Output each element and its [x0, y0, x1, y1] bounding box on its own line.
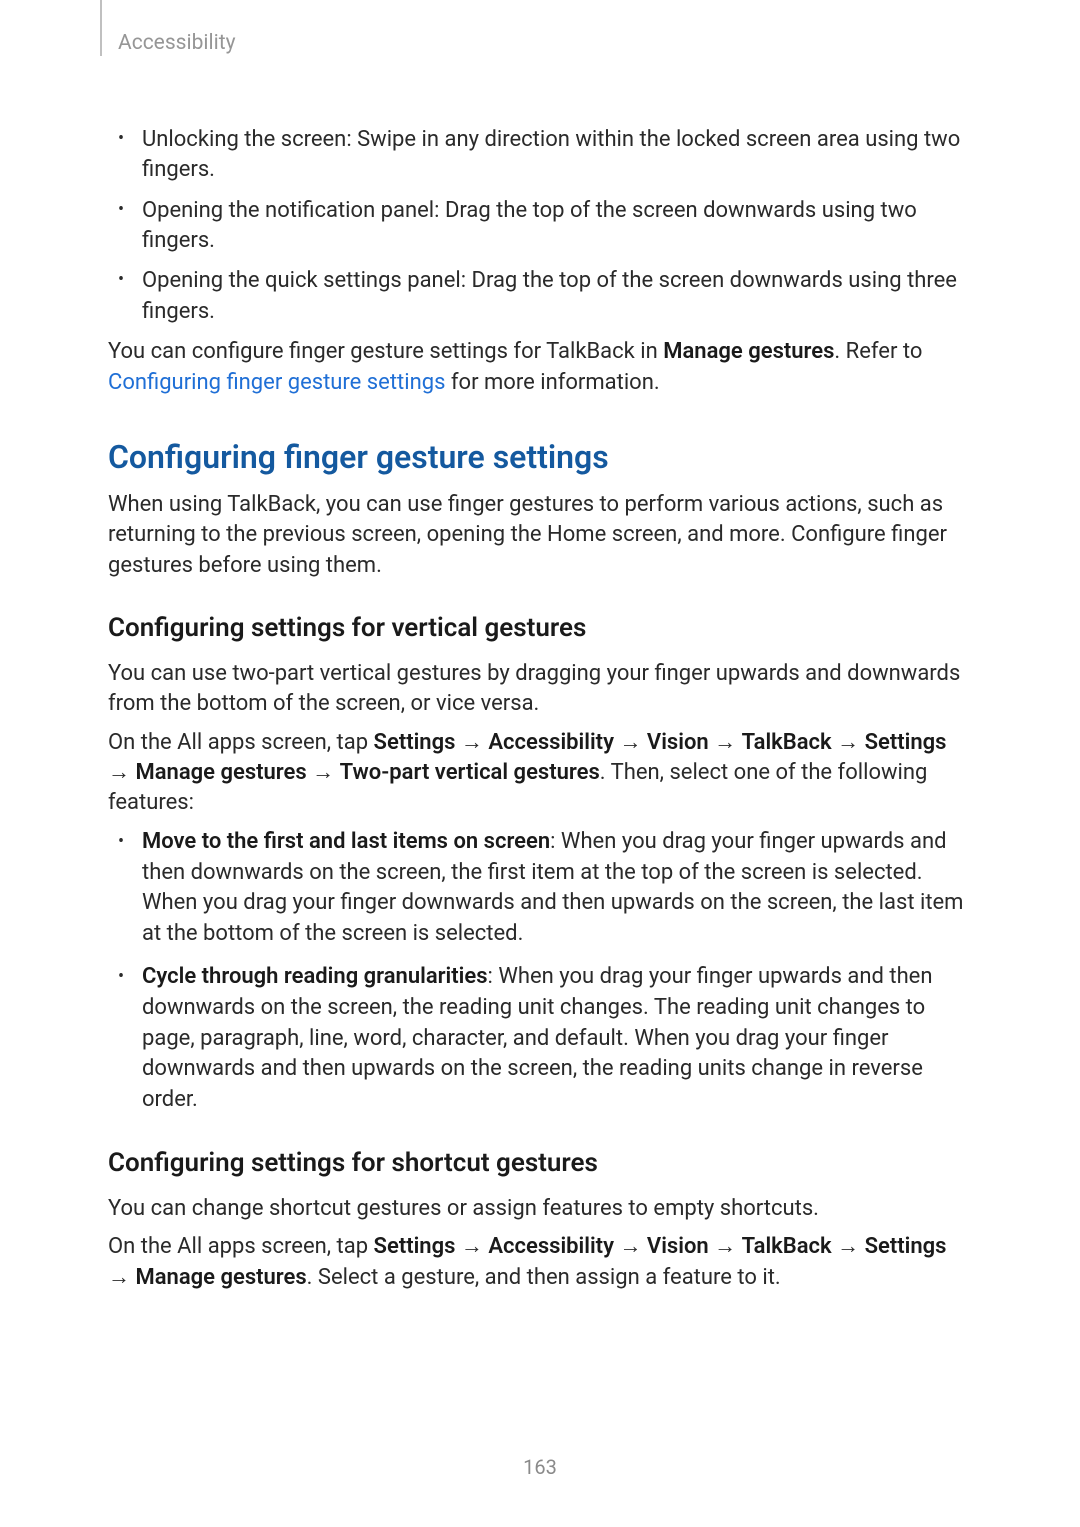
- text: On the All apps screen, tap: [108, 1234, 374, 1259]
- text: for more information.: [445, 370, 659, 395]
- list-item: Opening the notification panel: Drag the…: [108, 196, 972, 257]
- text: . Refer to: [834, 339, 922, 364]
- arrow-icon: →: [614, 730, 647, 755]
- arrow-icon: →: [832, 1234, 865, 1259]
- subsection-heading: Configuring settings for shortcut gestur…: [108, 1148, 972, 1178]
- header-rule: [100, 0, 102, 56]
- path-segment: Settings: [865, 730, 947, 755]
- list-item: Cycle through reading granularities: Whe…: [108, 962, 972, 1116]
- subsection-paragraph: You can change shortcut gestures or assi…: [108, 1194, 972, 1224]
- arrow-icon: →: [614, 1234, 647, 1259]
- breadcrumb: Accessibility: [118, 31, 236, 55]
- navigation-path-paragraph: On the All apps screen, tap Settings → A…: [108, 1232, 972, 1293]
- text: On the All apps screen, tap: [108, 730, 374, 755]
- subsection-paragraph: You can use two-part vertical gestures b…: [108, 659, 972, 720]
- bold-text: Manage gestures: [663, 339, 834, 364]
- text: . Select a gesture, and then assign a fe…: [307, 1265, 781, 1290]
- path-segment: Vision: [647, 730, 709, 755]
- path-segment: Settings: [374, 1234, 456, 1259]
- feature-name: Cycle through reading granularities: [142, 964, 488, 989]
- page-number: 163: [0, 1455, 1080, 1479]
- path-segment: Settings: [374, 730, 456, 755]
- list-item: Move to the first and last items on scre…: [108, 827, 972, 950]
- feature-list: Move to the first and last items on scre…: [108, 827, 972, 1116]
- arrow-icon: →: [709, 1234, 742, 1259]
- arrow-icon: →: [108, 760, 135, 785]
- list-item: Opening the quick settings panel: Drag t…: [108, 266, 972, 327]
- list-item: Unlocking the screen: Swipe in any direc…: [108, 125, 972, 186]
- navigation-path-paragraph: On the All apps screen, tap Settings → A…: [108, 728, 972, 819]
- page-container: Unlocking the screen: Swipe in any direc…: [0, 0, 1080, 1341]
- intro-paragraph: You can configure finger gesture setting…: [108, 337, 972, 398]
- link-configuring-finger-gesture[interactable]: Configuring finger gesture settings: [108, 370, 445, 395]
- section-heading: Configuring finger gesture settings: [108, 438, 972, 476]
- path-segment: Manage gestures: [135, 760, 306, 785]
- arrow-icon: →: [108, 1265, 135, 1290]
- arrow-icon: →: [832, 730, 865, 755]
- path-segment: Vision: [647, 1234, 709, 1259]
- arrow-icon: →: [307, 760, 340, 785]
- content: Unlocking the screen: Swipe in any direc…: [60, 125, 1020, 1293]
- section-paragraph: When using TalkBack, you can use finger …: [108, 490, 972, 581]
- subsection-heading: Configuring settings for vertical gestur…: [108, 613, 972, 643]
- path-segment: Accessibility: [488, 730, 614, 755]
- feature-name: Move to the first and last items on scre…: [142, 829, 550, 854]
- arrow-icon: →: [455, 730, 488, 755]
- path-segment: Two-part vertical gestures: [340, 760, 600, 785]
- text: You can configure finger gesture setting…: [108, 339, 663, 364]
- path-segment: TalkBack: [742, 730, 832, 755]
- arrow-icon: →: [709, 730, 742, 755]
- path-segment: Manage gestures: [135, 1265, 306, 1290]
- path-segment: Accessibility: [488, 1234, 614, 1259]
- gesture-list: Unlocking the screen: Swipe in any direc…: [108, 125, 972, 327]
- path-segment: Settings: [865, 1234, 947, 1259]
- path-segment: TalkBack: [742, 1234, 832, 1259]
- arrow-icon: →: [455, 1234, 488, 1259]
